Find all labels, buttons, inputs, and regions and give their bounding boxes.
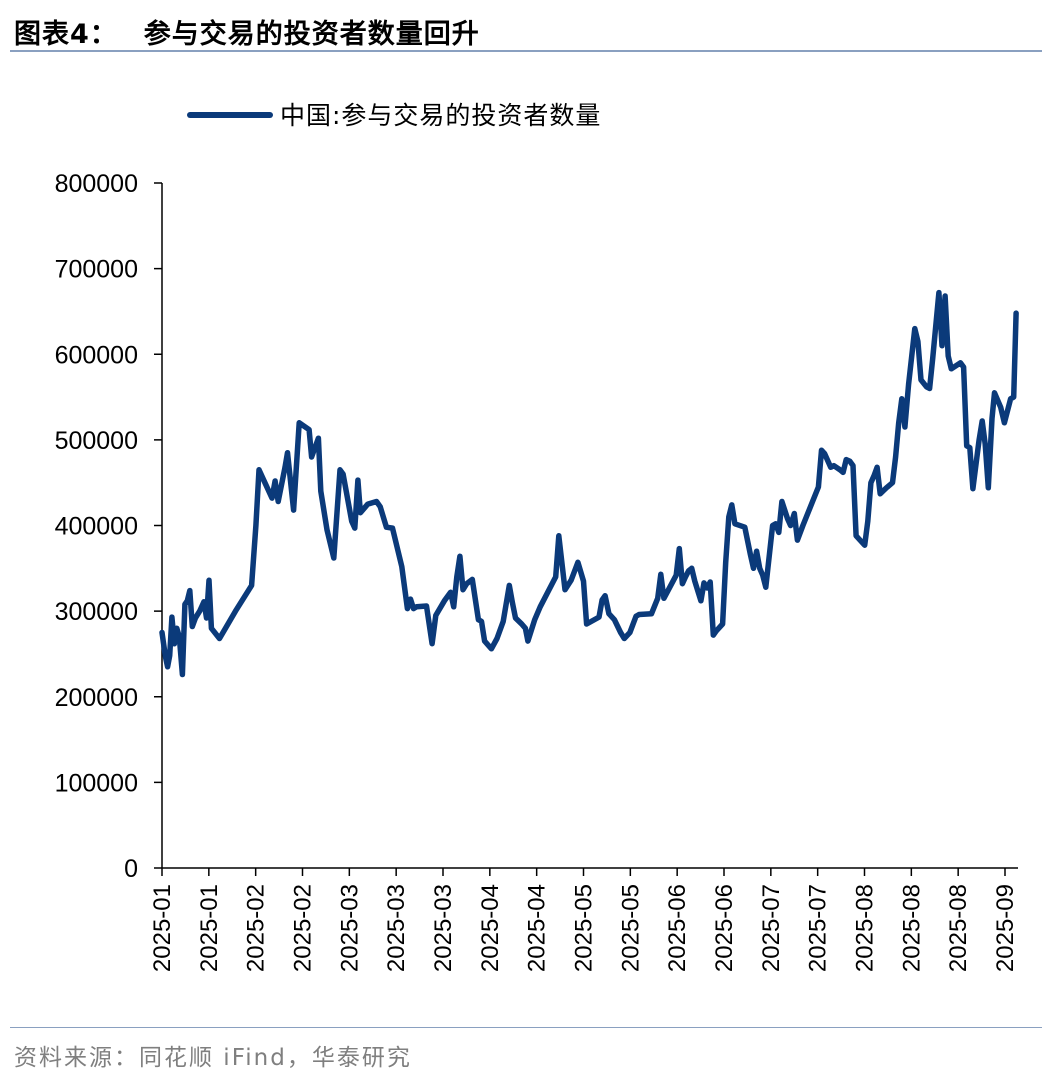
top-divider: [10, 50, 1042, 52]
legend-label: 中国:参与交易的投资者数量: [280, 101, 601, 130]
legend: 中国:参与交易的投资者数量: [187, 101, 601, 130]
y-tick-label: 600000: [55, 341, 138, 369]
y-tick-label: 200000: [55, 684, 138, 712]
x-tick-label: 2025-03: [383, 884, 410, 972]
y-tick-label: 100000: [55, 769, 138, 797]
x-tick-label: 2025-07: [805, 884, 832, 972]
source-note: 资料来源：同花顺 iFind，华泰研究: [14, 1045, 412, 1071]
x-tick-label: 2025-05: [571, 884, 598, 972]
x-tick-label: 2025-02: [243, 884, 270, 972]
y-tick-label: 0: [124, 855, 138, 883]
x-tick-label: 2025-09: [992, 884, 1019, 972]
x-tick-label: 2025-01: [196, 884, 223, 972]
y-axis-ticks: 0 100000 200000 300000 400000 500000 600000 700…: [55, 170, 162, 883]
bottom-divider: [10, 1027, 1042, 1028]
y-tick-label: 400000: [55, 513, 138, 541]
x-tick-label: 2025-04: [524, 884, 551, 972]
x-axis-ticks: 2025-01 2025-01 2025-02 2025-02 2025-03 2025-…: [149, 868, 1019, 972]
x-tick-label: 2025-01: [149, 884, 176, 972]
series-line-0: [159, 289, 1019, 678]
y-tick-label: 700000: [55, 256, 138, 284]
x-tick-label: 2025-05: [617, 884, 644, 972]
y-tick-label: 300000: [55, 598, 138, 626]
figure-title: 图表4： 参与交易的投资者数量回升: [14, 12, 480, 51]
x-tick-label: 2025-08: [852, 884, 879, 972]
x-tick-label: 2025-06: [664, 884, 691, 972]
chart-title: 参与交易的投资者数量回升: [143, 19, 480, 50]
x-tick-label: 2025-03: [336, 884, 363, 972]
x-tick-label: 2025-02: [290, 884, 317, 972]
line-chart: 中国:参与交易的投资者数量 0 100000 200000 300000 400000 5…: [55, 101, 1019, 972]
y-tick-label: 500000: [55, 427, 138, 455]
figure-label: 图表4：: [14, 19, 118, 50]
series-layer: [159, 289, 1019, 678]
x-tick-label: 2025-03: [430, 884, 457, 972]
x-tick-label: 2025-08: [898, 884, 925, 972]
x-tick-label: 2025-06: [711, 884, 738, 972]
x-tick-label: 2025-04: [477, 884, 504, 972]
x-tick-label: 2025-08: [945, 884, 972, 972]
x-tick-label: 2025-07: [758, 884, 785, 972]
axes: [161, 183, 1018, 869]
y-tick-label: 800000: [55, 170, 138, 198]
